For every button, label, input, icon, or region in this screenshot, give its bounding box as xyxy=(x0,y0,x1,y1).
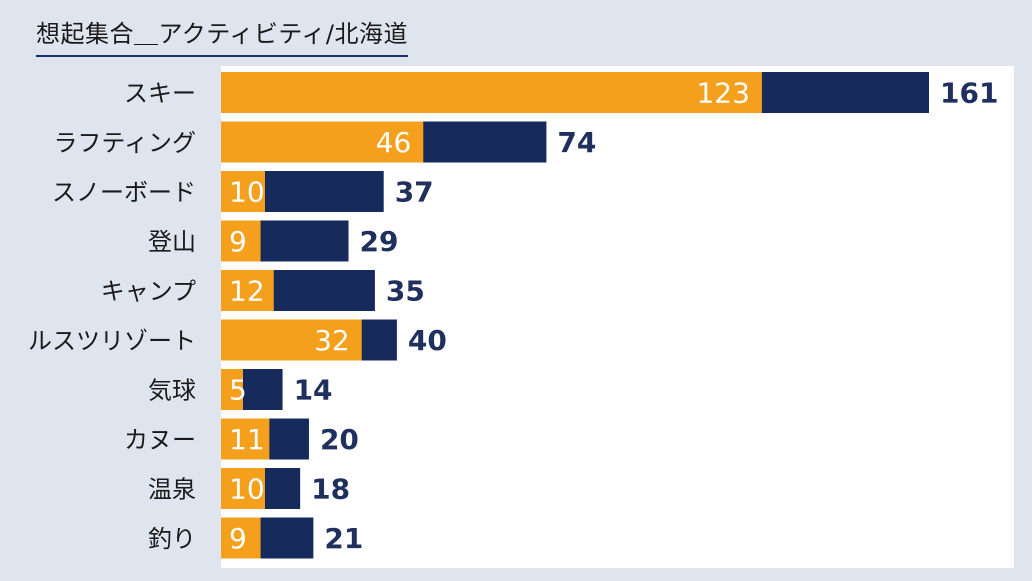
inner-value-label: 32 xyxy=(314,324,350,357)
category-label: 登山 xyxy=(148,228,196,256)
total-value-label: 161 xyxy=(940,77,998,110)
bar-inner xyxy=(221,220,261,262)
chart-title: 想起集合＿アクティビティ/北海道 xyxy=(36,14,409,57)
bar-inner xyxy=(221,468,265,509)
bar-inner xyxy=(221,517,261,559)
bar-inner xyxy=(221,171,265,212)
bar-inner xyxy=(221,319,362,361)
inner-value-label: 11 xyxy=(229,423,265,456)
category-label: スノーボード xyxy=(52,179,196,207)
bar-inner xyxy=(221,418,270,460)
inner-value-label: 10 xyxy=(229,176,265,209)
inner-value-label: 12 xyxy=(229,275,265,308)
category-label: カヌー xyxy=(124,426,196,454)
total-value-label: 21 xyxy=(324,522,363,555)
inner-value-label: 46 xyxy=(376,126,412,159)
total-value-label: 40 xyxy=(408,324,447,357)
category-label: 気球 xyxy=(148,377,196,405)
inner-value-label: 5 xyxy=(229,374,247,407)
inner-value-label: 123 xyxy=(696,77,749,110)
category-label: 温泉 xyxy=(148,476,196,504)
category-label: キャンプ xyxy=(101,278,196,306)
category-label: スキー xyxy=(124,80,196,108)
category-label: 釣り xyxy=(148,525,196,553)
bar-inner xyxy=(221,121,424,163)
category-label: ラフティング xyxy=(53,129,196,157)
category-label: ルスツリゾート xyxy=(28,327,196,355)
total-value-label: 14 xyxy=(294,374,333,407)
bar-inner xyxy=(221,369,243,410)
total-value-label: 29 xyxy=(360,225,399,258)
total-value-label: 74 xyxy=(557,126,596,159)
total-value-label: 18 xyxy=(311,473,350,506)
inner-value-label: 9 xyxy=(229,225,247,258)
inner-value-label: 10 xyxy=(229,473,265,506)
total-value-label: 20 xyxy=(320,423,359,456)
total-value-label: 35 xyxy=(386,275,425,308)
bar-inner xyxy=(221,270,274,311)
bar-inner xyxy=(221,72,762,113)
total-value-label: 37 xyxy=(395,176,434,209)
inner-value-label: 9 xyxy=(229,522,247,555)
